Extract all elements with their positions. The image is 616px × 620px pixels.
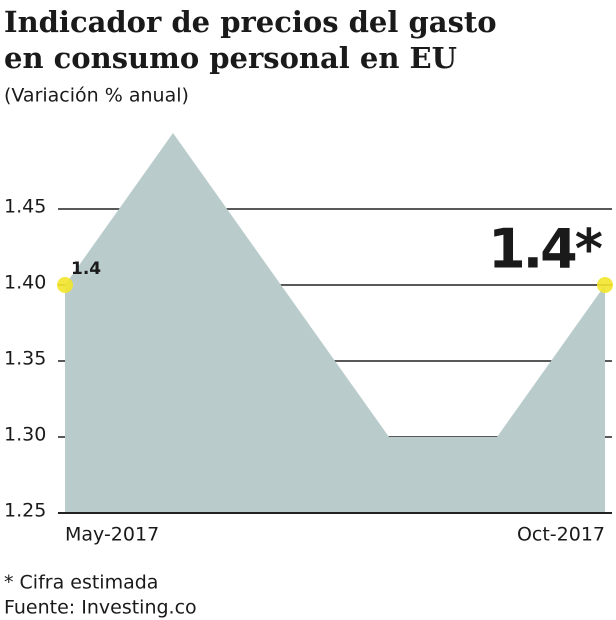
y-tick-label: 1.30: [4, 424, 46, 446]
source: Fuente: Investing.co: [4, 597, 197, 619]
y-tick-label: 1.35: [4, 348, 46, 370]
chart-title-line2: en consumo personal en EU: [4, 41, 457, 75]
chart-subtitle: (Variación % anual): [4, 85, 189, 107]
y-tick-label: 1.45: [4, 196, 46, 218]
y-tick-label: 1.40: [4, 272, 46, 294]
data-label: 1.4: [71, 259, 101, 279]
x-tick-label: May-2017: [65, 524, 159, 546]
marker: [597, 277, 613, 293]
area: [65, 133, 605, 513]
y-tick-label: 1.25: [4, 500, 46, 522]
marker: [57, 277, 73, 293]
x-tick-label: Oct-2017: [517, 524, 605, 546]
chart-title: Indicador de precios del gasto: [4, 5, 497, 39]
footnote: * Cifra estimada: [4, 572, 158, 594]
data-label: 1.4*: [488, 218, 603, 281]
